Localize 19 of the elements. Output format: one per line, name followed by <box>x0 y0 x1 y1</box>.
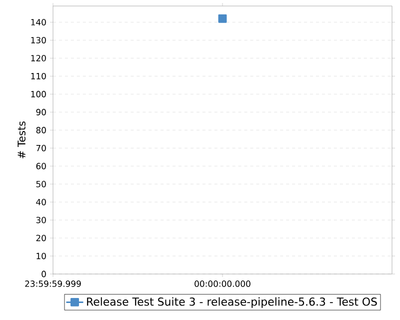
x-tick-label: 00:00:00.000 <box>194 280 250 287</box>
y-tick-label: 10 <box>36 252 46 260</box>
y-axis-title: # Tests <box>18 121 26 158</box>
y-tick-label: 90 <box>36 108 46 116</box>
y-tick-label: 140 <box>31 18 46 26</box>
y-tick-label: 70 <box>36 144 46 152</box>
y-tick-label: 80 <box>36 126 46 134</box>
legend-label: Release Test Suite 3 - release-pipeline-5.6.3 - Test OS <box>87 297 377 308</box>
y-tick-label: 30 <box>36 216 46 224</box>
y-tick-label: 100 <box>31 90 46 98</box>
x-tick-label: 23:59:59.999 <box>25 280 81 287</box>
y-tick-label: 120 <box>31 54 46 62</box>
y-tick-label: 50 <box>36 180 46 188</box>
y-tick-label: 60 <box>36 162 46 170</box>
y-tick-label: 110 <box>31 72 46 80</box>
y-tick-label: 130 <box>31 36 46 44</box>
y-tick-label: 0 <box>42 270 46 278</box>
y-tick-label: 20 <box>36 234 46 242</box>
y-tick-label: 40 <box>36 198 46 206</box>
